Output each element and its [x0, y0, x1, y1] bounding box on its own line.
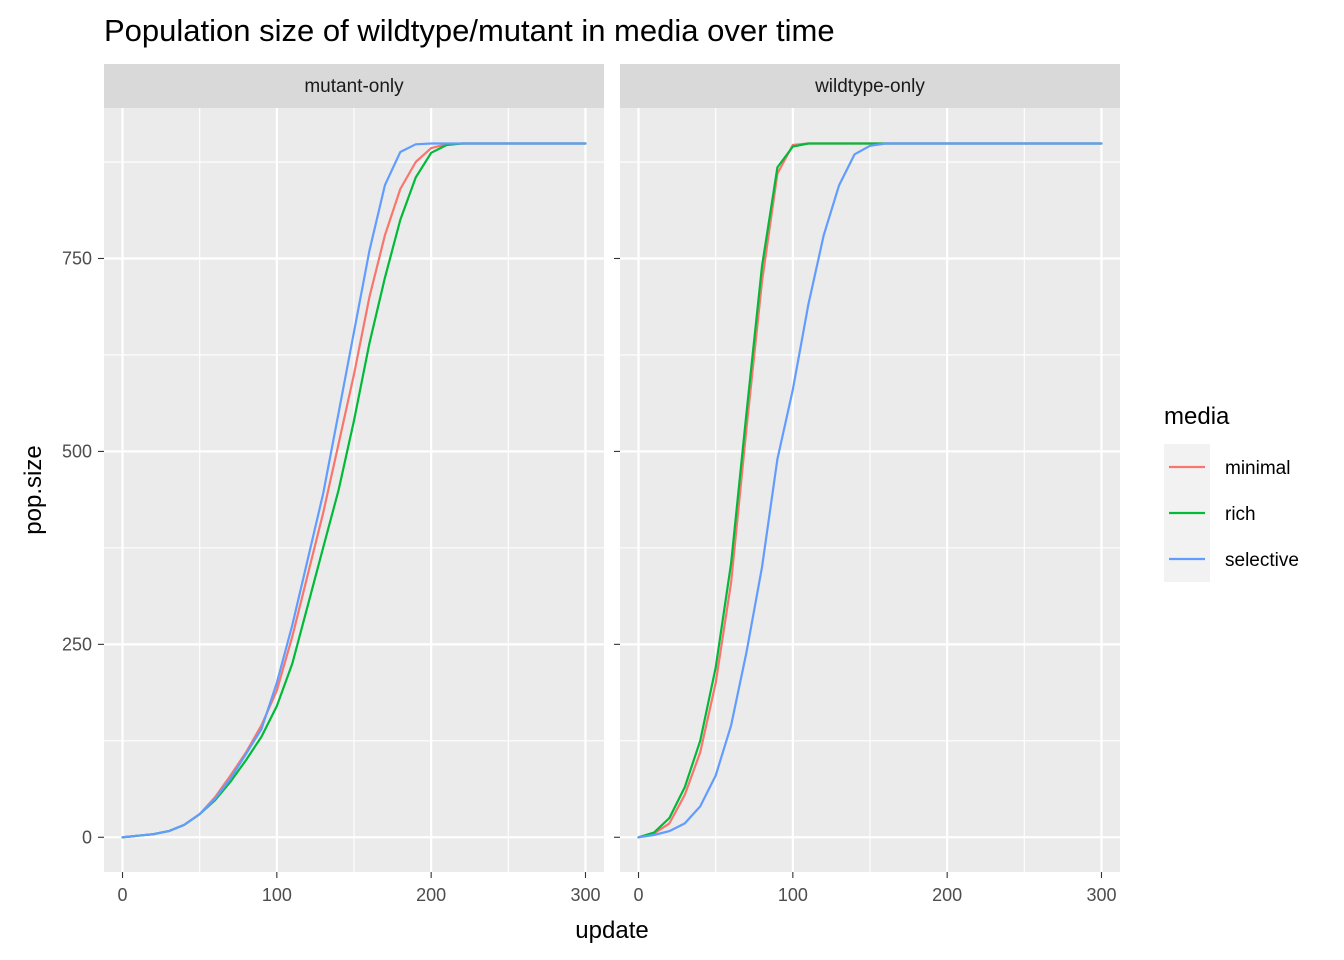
series-line-selective-wildtype-only [637, 142, 1103, 839]
y-tick-label: 0 [82, 827, 92, 847]
x-tick-label: 100 [778, 885, 808, 905]
strip-label-wildtype-only: wildtype-only [814, 76, 925, 97]
strip-label-mutant-only: mutant-only [304, 76, 404, 97]
x-tick-label: 100 [262, 885, 292, 905]
x-tick-label: 300 [570, 885, 600, 905]
axes: 0 100 200 300 0 100 200 300 0 250 500 750 [62, 248, 1117, 905]
x-tick-label: 300 [1086, 885, 1116, 905]
series-lines [121, 142, 1103, 839]
legend-label-minimal: minimal [1225, 458, 1290, 479]
x-axis-title: update [575, 917, 648, 944]
series-line-selective-mutant-only [121, 142, 587, 839]
legend-title: media [1164, 403, 1230, 430]
x-tick-label: 200 [932, 885, 962, 905]
y-axis-title: pop.size [20, 445, 47, 534]
y-tick-label: 500 [62, 441, 92, 461]
strip-mutant-only [104, 64, 604, 108]
x-tick-label: 200 [416, 885, 446, 905]
y-tick-label: 250 [62, 634, 92, 654]
strip-wildtype-only [620, 64, 1120, 108]
y-tick-label: 750 [62, 248, 92, 268]
x-tick-label: 0 [118, 885, 128, 905]
x-tick-label: 0 [634, 885, 644, 905]
grid-lines [104, 108, 1120, 872]
legend-label-rich: rich [1225, 504, 1256, 525]
legend-label-selective: selective [1225, 550, 1299, 571]
series-line-rich-wildtype-only [637, 142, 1103, 839]
chart-title: Population size of wildtype/mutant in me… [104, 13, 835, 48]
